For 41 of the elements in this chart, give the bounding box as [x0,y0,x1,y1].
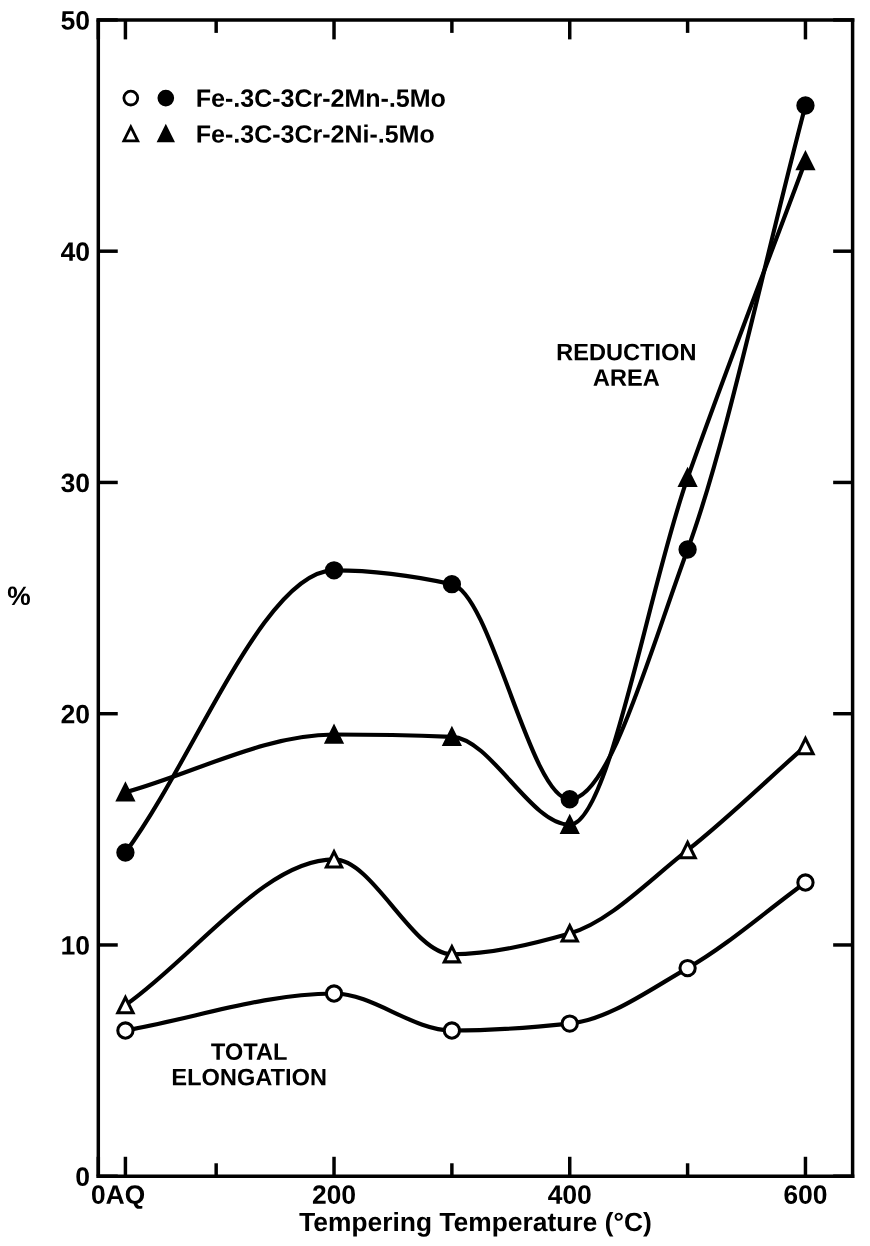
y-tick-label: 10 [62,936,89,955]
point [678,840,697,860]
x-tick-label: AQ [106,1185,145,1209]
y-tick-label: 20 [61,704,89,724]
point [796,151,815,171]
point [442,575,462,594]
point [677,466,698,487]
annotation: REDUCTION AREA [557,343,695,386]
point [324,850,344,869]
point [560,1014,579,1033]
point [559,813,580,834]
point [116,995,135,1015]
y-tick-label: 50 [61,11,89,30]
point [796,96,815,115]
point [678,958,697,978]
legend-label: Fe-.3C-3Cr-2Ni-.5Mo [197,124,434,143]
point [116,783,135,802]
point [560,790,579,809]
point [324,984,344,1003]
y-tick-label: 30 [61,473,89,493]
y-tick-label: 40 [61,242,89,262]
point [116,843,135,862]
x-tick-label: 0 [92,1185,105,1204]
point [442,1021,462,1040]
point [560,924,579,943]
y-axis-title: % [7,586,30,606]
annotation: TOTAL ELONGATION [172,1043,326,1086]
point [796,873,815,892]
point [678,540,697,559]
point [441,725,462,746]
point [324,561,344,580]
legend-label: Fe-.3C-3Cr-2Mn-.5Mo [197,89,445,108]
point [324,725,344,744]
x-tick-label: 600 [784,1185,827,1204]
point [796,736,815,756]
point [442,945,462,964]
x-axis-title: Tempering Temperature (°C) [299,1211,651,1237]
point [116,1021,135,1040]
x-tick-label: 400 [548,1185,591,1204]
y-tick-label: 0 [76,1167,89,1187]
x-tick-label: 200 [312,1185,355,1204]
